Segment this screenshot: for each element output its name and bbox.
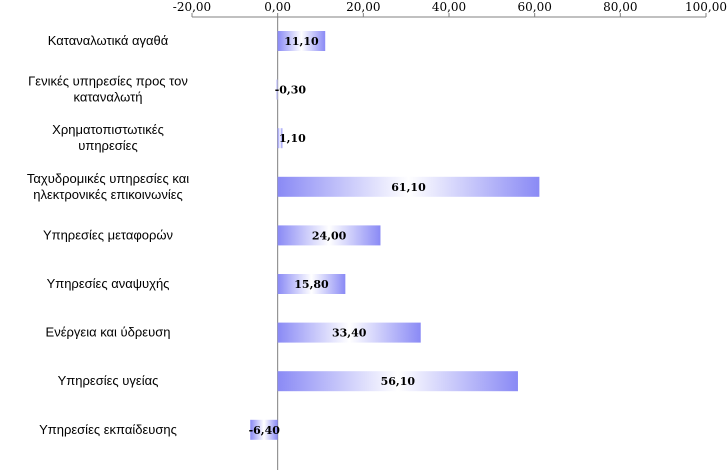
data-label: 15,80: [294, 278, 329, 291]
x-tick-label: 60,00: [517, 0, 551, 14]
category-label: Υπηρεσίες εκπαίδευσης: [39, 422, 177, 437]
bar: [277, 31, 326, 51]
data-label: -6,40: [249, 424, 281, 437]
category-label: καταναλωτή: [74, 90, 143, 105]
data-label: -0,30: [275, 84, 307, 97]
category-label: Γενικές υπηρεσίες προς τον: [28, 74, 188, 89]
category-label: Ενέργεια και ύδρευση: [46, 325, 171, 340]
bar: [276, 79, 278, 100]
data-label: 24,00: [312, 229, 347, 242]
bar: [277, 176, 540, 197]
category-labels: Καταναλωτικά αγαθά Γενικές υπηρεσίες προς…: [27, 33, 189, 437]
data-label: 56,10: [381, 375, 416, 388]
data-label: 61,10: [391, 181, 426, 194]
category-label: ηλεκτρονικές επικοινωνίες: [33, 187, 183, 202]
bar: [277, 225, 381, 246]
bars: 11,10 -0,30 1,10 61,10 24,00 15,80 33,40 56,10 -…: [249, 31, 540, 440]
bar: [277, 322, 421, 343]
x-tick-label: -20,00: [173, 0, 211, 14]
x-tick-label: 100,00: [685, 0, 727, 14]
x-tick-label: 80,00: [603, 0, 637, 14]
category-label: Χρηματοπιστωτικές: [52, 122, 164, 137]
data-label: 33,40: [332, 327, 367, 340]
category-label: υπηρεσίες: [78, 138, 137, 153]
data-label: 1,10: [279, 132, 306, 145]
data-label: 11,10: [284, 35, 319, 48]
x-tick-label: 0,00: [264, 0, 291, 14]
bar: [277, 128, 283, 149]
bar: [277, 274, 346, 294]
category-label: Καταναλωτικά αγαθά: [48, 33, 169, 48]
bar: [277, 371, 518, 392]
x-tick-label: 20,00: [346, 0, 380, 14]
category-label: Υπηρεσίες υγείας: [58, 373, 159, 388]
x-axis: -20,00 0,00 20,00 40,00 60,00 80,00 100,00: [173, 0, 727, 470]
x-tick-label: 40,00: [432, 0, 466, 14]
category-label: Υπηρεσίες μεταφορών: [43, 227, 173, 242]
category-label: Ταχυδρομικές υπηρεσίες και: [27, 171, 189, 186]
category-label: Υπηρεσίες αναψυχής: [47, 276, 170, 291]
bar: [250, 419, 278, 440]
